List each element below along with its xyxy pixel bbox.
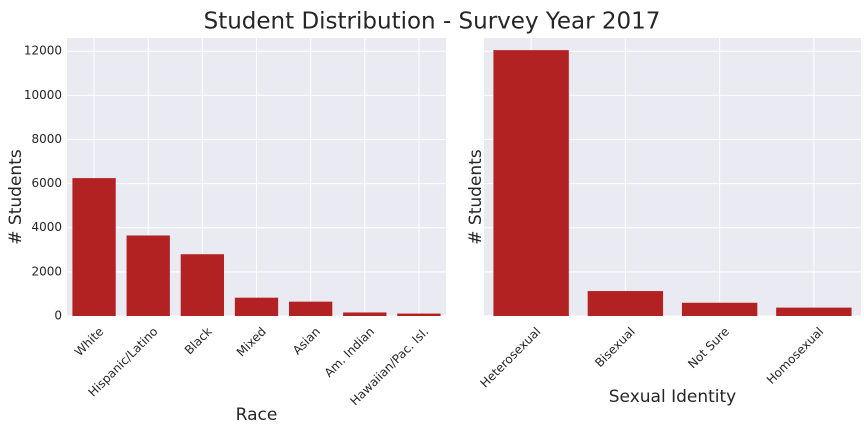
x-axis-label: Race (236, 405, 278, 425)
bar-black (180, 254, 225, 316)
x-tick-label: Asian (290, 324, 323, 357)
chart-panel-2: Heterosexual Bisexual Not Sure Homosexual Se… (466, 38, 861, 407)
bar-hawaiian-pac-isl- (397, 313, 441, 316)
y-tick-label: 0 (54, 309, 62, 323)
x-axis-label: Sexual Identity (609, 387, 736, 407)
y-tick-label: 4000 (31, 220, 62, 234)
y-tick-label: 12000 (24, 44, 62, 58)
x-tick-label: Not Sure (685, 324, 732, 371)
bar-not-sure (681, 302, 758, 316)
bar-homosexual (776, 307, 852, 316)
bar-heterosexual (493, 50, 569, 317)
bar-bisexual (587, 291, 664, 316)
y-axis-label: # Students (6, 149, 26, 245)
x-tick-label: Am. Indian (322, 324, 378, 380)
chart-panel-1: 020004000600080001000012000WhiteHispanic… (6, 38, 446, 425)
y-tick-label: 10000 (24, 88, 62, 102)
y-axis-label: # Students (466, 149, 486, 245)
y-tick-label: 6000 (31, 176, 62, 190)
bar-asian (288, 301, 333, 316)
y-tick-label: 8000 (31, 132, 62, 146)
figure-title: Student Distribution - Survey Year 2017 (204, 9, 661, 35)
x-tick-label: Mixed (234, 324, 269, 359)
bar-hispanic-latino (126, 235, 170, 316)
x-tick-label: Heterosexual (477, 324, 543, 390)
y-tick-label: 2000 (31, 264, 62, 278)
bar-am-indian (343, 312, 387, 316)
x-tick-label: Homosexual (764, 324, 826, 386)
x-tick-label: White (72, 324, 107, 359)
x-tick-label: Bisexual (592, 324, 638, 370)
bar-mixed (234, 297, 279, 316)
x-tick-label: Black (182, 324, 215, 357)
bar-white (72, 178, 116, 316)
